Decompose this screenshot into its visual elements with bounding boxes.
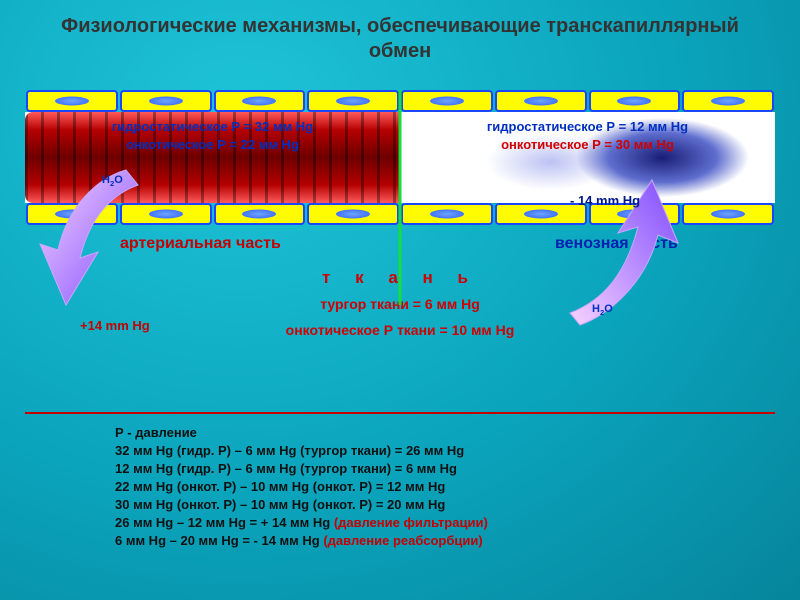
filtration-arrow: Н2О bbox=[38, 170, 158, 320]
calc-head: Р - давление bbox=[115, 424, 488, 442]
tissue-onco: онкотическое Р ткани = 10 мм Hg bbox=[0, 322, 800, 338]
calc-l5: 26 мм Hg – 12 мм Hg = + 14 мм Hg (давлен… bbox=[115, 514, 488, 532]
calculations: Р - давление 32 мм Hg (гидр. Р) – 6 мм H… bbox=[115, 424, 488, 550]
calc-l6: 6 мм Hg – 20 мм Hg = - 14 мм Hg (давлени… bbox=[115, 532, 488, 550]
reabsorption-value: - 14 mm Hg bbox=[570, 193, 640, 208]
calc-l2: 12 мм Hg (гидр. Р) – 6 мм Hg (тургор тка… bbox=[115, 460, 488, 478]
calc-l4: 30 мм Hg (онкот. Р) – 10 мм Hg (онкот. Р… bbox=[115, 496, 488, 514]
calc-l3: 22 мм Hg (онкот. Р) – 10 мм Hg (онкот. Р… bbox=[115, 478, 488, 496]
venous-onco-label: онкотическое Р = 30 мм Hg bbox=[501, 137, 674, 152]
h2o-label-left: Н2О bbox=[100, 174, 125, 188]
calc-l6-pre: 6 мм Hg – 20 мм Hg = - 14 мм Hg bbox=[115, 533, 323, 548]
h2o-label-right: Н2О bbox=[590, 303, 615, 317]
midline bbox=[399, 90, 402, 305]
calc-l6-note: (давление реабсорбции) bbox=[323, 533, 482, 548]
arterial-onco-label: онкотическое Р = 22 мм Hg bbox=[126, 137, 299, 152]
separator bbox=[25, 412, 775, 414]
page-title: Физиологические механизмы, обеспечивающи… bbox=[0, 0, 800, 74]
venous-hydro-label: гидростатическое Р = 12 мм Hg bbox=[487, 119, 688, 134]
arterial-hydro-label: гидростатическое Р = 32 мм Hg bbox=[112, 119, 313, 134]
calc-l5-pre: 26 мм Hg – 12 мм Hg = + 14 мм Hg bbox=[115, 515, 334, 530]
calc-l1: 32 мм Hg (гидр. Р) – 6 мм Hg (тургор тка… bbox=[115, 442, 488, 460]
calc-l5-note: (давление фильтрации) bbox=[334, 515, 488, 530]
